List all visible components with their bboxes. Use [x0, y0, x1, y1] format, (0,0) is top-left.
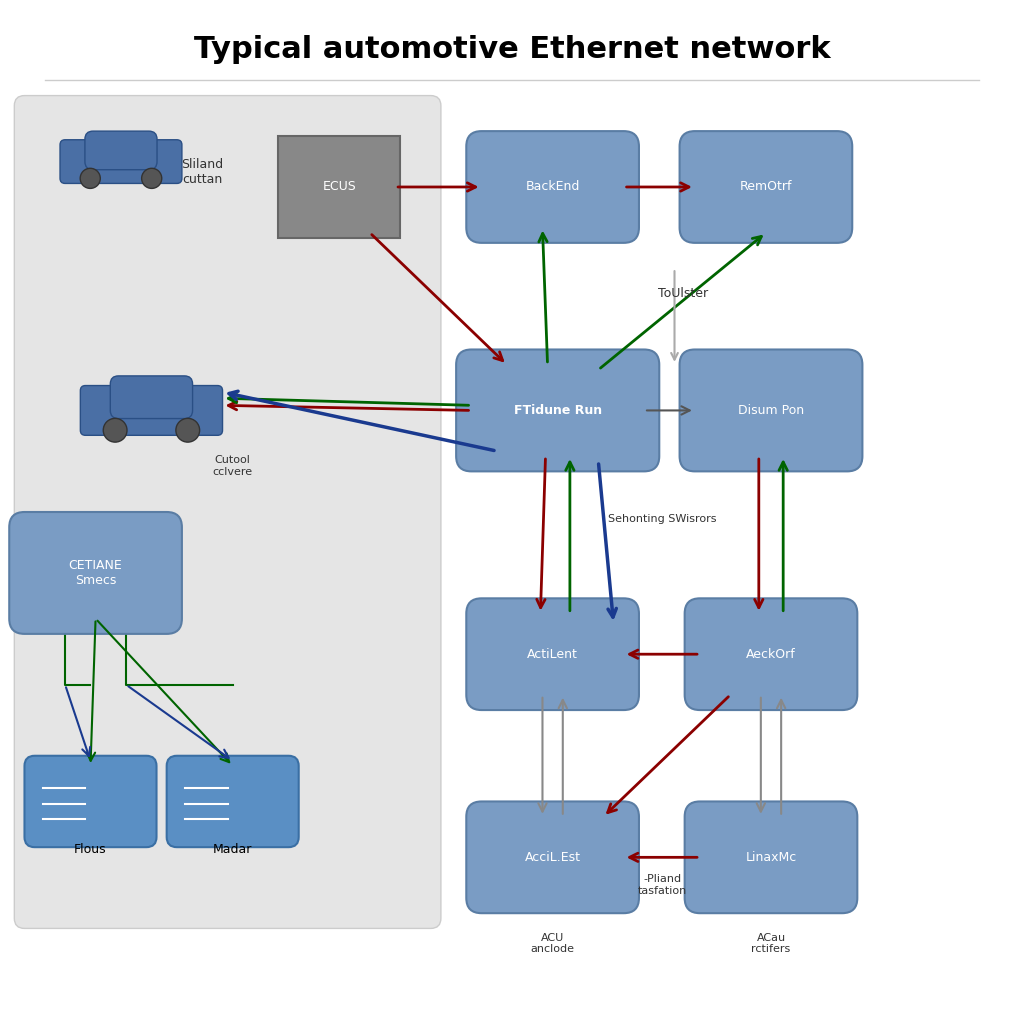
Circle shape	[80, 168, 100, 188]
Circle shape	[103, 419, 127, 442]
Text: Sehonting SWisrors: Sehonting SWisrors	[608, 514, 717, 524]
FancyBboxPatch shape	[279, 136, 400, 238]
Text: LinaxMc: LinaxMc	[745, 851, 797, 864]
FancyBboxPatch shape	[25, 756, 157, 847]
FancyBboxPatch shape	[685, 802, 857, 913]
Text: RemOtrf: RemOtrf	[739, 180, 793, 194]
Text: AcciL.Est: AcciL.Est	[524, 851, 581, 864]
Text: ECUS: ECUS	[323, 180, 356, 194]
Text: Disum Pon: Disum Pon	[738, 403, 804, 417]
Text: Cutool
cclvere: Cutool cclvere	[213, 456, 253, 477]
FancyBboxPatch shape	[466, 598, 639, 710]
Text: ActiLent: ActiLent	[527, 648, 579, 660]
FancyBboxPatch shape	[680, 131, 852, 243]
FancyBboxPatch shape	[466, 802, 639, 913]
FancyBboxPatch shape	[9, 512, 182, 634]
Circle shape	[141, 168, 162, 188]
Text: -Pliand
tasfation: -Pliand tasfation	[638, 873, 687, 896]
Text: CETIANE
Smecs: CETIANE Smecs	[69, 559, 123, 587]
FancyBboxPatch shape	[85, 131, 157, 170]
FancyBboxPatch shape	[60, 139, 182, 183]
Text: BackEnd: BackEnd	[525, 180, 580, 194]
FancyBboxPatch shape	[167, 756, 299, 847]
Text: ACU
anclode: ACU anclode	[530, 933, 574, 954]
Text: Madar: Madar	[213, 843, 252, 856]
Text: ToUlster: ToUlster	[657, 287, 708, 300]
FancyBboxPatch shape	[680, 349, 862, 471]
Text: Typical automotive Ethernet network: Typical automotive Ethernet network	[194, 36, 830, 65]
Text: FTidune Run: FTidune Run	[514, 403, 602, 417]
Text: Flous: Flous	[74, 843, 106, 856]
FancyBboxPatch shape	[80, 386, 222, 435]
Text: AeckOrf: AeckOrf	[746, 648, 796, 660]
Circle shape	[176, 419, 200, 442]
FancyBboxPatch shape	[466, 131, 639, 243]
Text: Sliland
cuttan: Sliland cuttan	[181, 158, 223, 185]
FancyBboxPatch shape	[14, 95, 441, 929]
FancyBboxPatch shape	[685, 598, 857, 710]
Text: ACau
rctifers: ACau rctifers	[752, 933, 791, 954]
FancyBboxPatch shape	[456, 349, 659, 471]
FancyBboxPatch shape	[111, 376, 193, 419]
